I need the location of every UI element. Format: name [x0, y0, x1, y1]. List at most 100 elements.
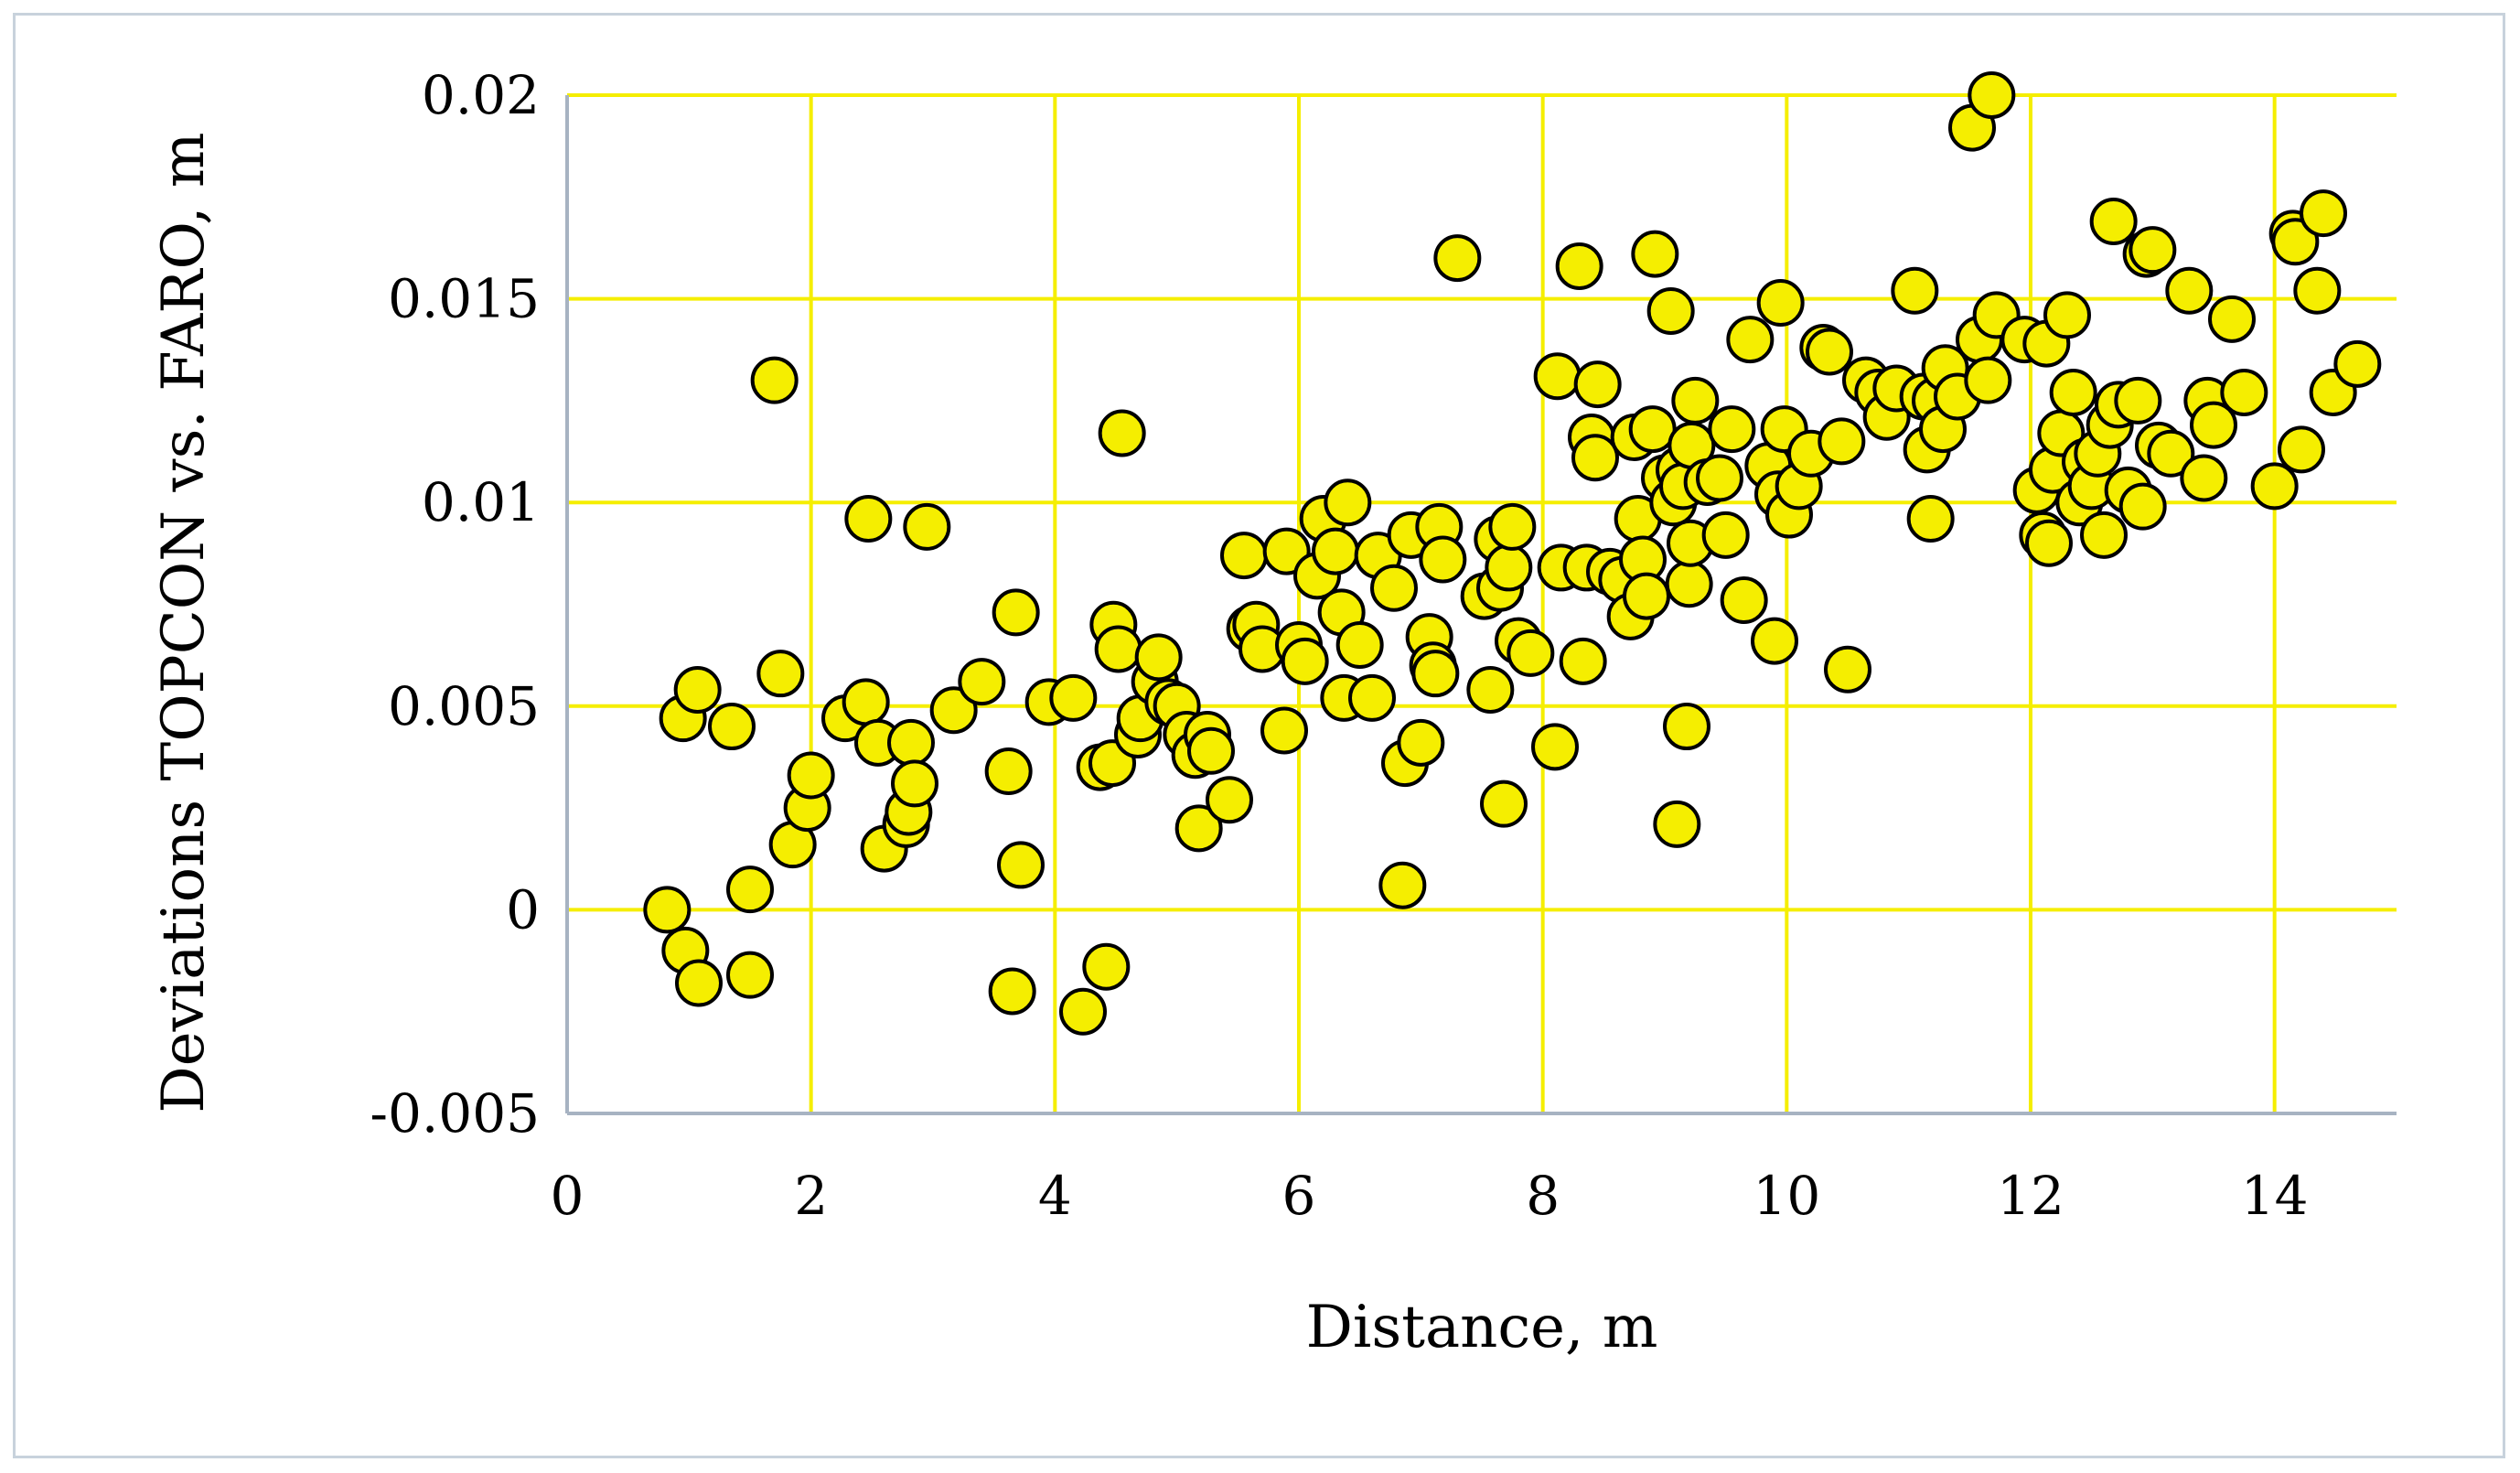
data-point [1488, 502, 1537, 551]
data-point [675, 959, 723, 1007]
x-axis-title: Distance, m [1306, 1294, 1658, 1361]
x-tick-label: 6 [1282, 1165, 1316, 1227]
data-point [1824, 645, 1871, 693]
data-point [2049, 368, 2097, 416]
data-point [2118, 482, 2167, 531]
data-point [1818, 417, 1866, 466]
data-point [1573, 360, 1622, 409]
data-point [2114, 376, 2162, 425]
data-point [1720, 576, 1768, 625]
x-tick-label: 10 [1753, 1165, 1820, 1227]
data-point [2271, 218, 2320, 266]
data-point [756, 650, 805, 698]
data-point [1370, 564, 1418, 612]
data-point [2293, 266, 2342, 315]
data-point [708, 703, 756, 751]
y-tick-labels: -0.005 0 0.005 0.01 0.015 0.02 [370, 64, 540, 1145]
data-point [842, 678, 890, 726]
data-point [1531, 723, 1579, 771]
data-point [1671, 376, 1720, 425]
data-point [844, 495, 893, 543]
x-tick-label: 4 [1038, 1165, 1072, 1227]
data-point [2300, 189, 2347, 238]
data-point [726, 866, 774, 914]
data-point [2220, 368, 2268, 416]
chart-frame: 0 2 4 6 8 10 12 14 -0.005 0 0.005 0.01 0.015 0.02 Di… [13, 13, 2505, 1458]
data-point [787, 751, 835, 800]
x-tick-labels: 0 2 4 6 8 10 12 14 [551, 1165, 2309, 1227]
data-point [2089, 198, 2138, 246]
x-tick-label: 12 [1997, 1165, 2064, 1227]
x-tick-label: 8 [1526, 1165, 1560, 1227]
data-point [1964, 356, 2012, 404]
data-point [891, 759, 938, 808]
data-point [903, 502, 951, 551]
data-point [1411, 650, 1460, 698]
data-point [1485, 543, 1533, 592]
data-point [992, 588, 1040, 637]
data-point [887, 718, 935, 767]
data-point [1559, 637, 1607, 685]
data-point [1631, 230, 1679, 278]
data-point [1507, 629, 1555, 677]
data-point [726, 951, 774, 999]
data-point [1174, 804, 1223, 853]
data-point [988, 967, 1036, 1016]
data-point [1891, 266, 1939, 315]
data-point [2333, 339, 2382, 388]
data-point [1098, 409, 1146, 457]
data-point [2208, 295, 2256, 343]
data-point [1260, 706, 1308, 755]
y-tick-label: 0 [506, 878, 540, 941]
data-point [1756, 279, 1805, 328]
data-point [1281, 637, 1329, 685]
data-point [1335, 621, 1384, 670]
y-axis-title: Deviations TOPCON vs. FARO, m [150, 132, 218, 1113]
data-point [1187, 726, 1235, 775]
data-point [1134, 633, 1183, 682]
data-point [2180, 454, 2228, 502]
data-point [2165, 266, 2214, 315]
data-point [2250, 462, 2299, 511]
data-point [1696, 454, 1743, 502]
data-point [958, 658, 1006, 706]
axes [565, 95, 2397, 1115]
data-point [2147, 429, 2195, 478]
data-point [1646, 286, 1695, 335]
data-point [1059, 987, 1107, 1036]
data-point [984, 747, 1033, 796]
data-point [1533, 352, 1582, 401]
data-point [1663, 703, 1710, 751]
data-point [1397, 718, 1445, 767]
data-point [1968, 71, 2016, 119]
y-tick-label: 0.01 [422, 471, 540, 533]
data-point [1312, 527, 1359, 575]
data-point [1701, 511, 1750, 559]
data-point [1480, 780, 1528, 828]
data-point [643, 886, 692, 934]
data-point [1049, 673, 1098, 722]
data-point [1433, 234, 1482, 283]
data-point [2278, 425, 2325, 474]
data-point [673, 665, 722, 714]
data-point [1806, 328, 1853, 376]
data-point [1751, 617, 1798, 665]
data-point [2043, 291, 2091, 339]
data-point [1324, 478, 1372, 527]
y-tick-label: 0.015 [388, 268, 540, 330]
data-point [1466, 665, 1515, 714]
data-point [2129, 226, 2177, 274]
data-point [2080, 511, 2128, 559]
data-point [1348, 673, 1396, 722]
data-point [2025, 519, 2073, 567]
data-point [1094, 625, 1142, 673]
x-tick-label: 2 [794, 1165, 828, 1227]
data-point [1623, 572, 1670, 620]
y-tick-label: 0.02 [422, 64, 540, 126]
data-point [1726, 316, 1775, 364]
data-point [929, 686, 978, 735]
data-point [1378, 861, 1427, 909]
data-point [1206, 776, 1253, 824]
data-points [643, 71, 2382, 1036]
